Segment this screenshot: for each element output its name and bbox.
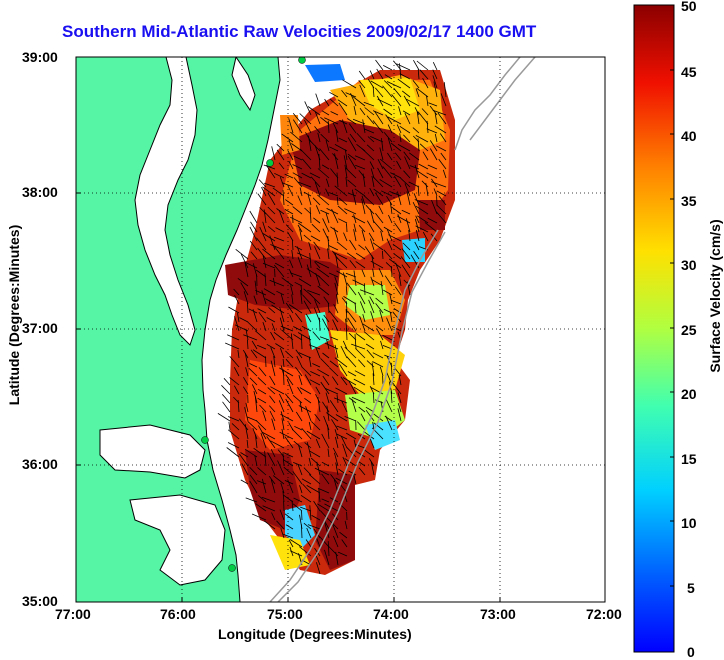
velocity-arrow: [359, 71, 365, 79]
colorbar: [634, 5, 674, 652]
velocity-arrow: [383, 65, 392, 70]
velocity-arrow: [218, 413, 230, 421]
velocity-arrow: [229, 422, 230, 430]
velocity-arrow: [236, 249, 248, 259]
velocity-arrow: [266, 356, 267, 367]
map-area: [76, 57, 605, 603]
velocity-arrow: [347, 223, 348, 232]
velocity-arrow: [376, 60, 384, 70]
velocity-arrow: [223, 402, 231, 412]
velocity-arrow: [222, 394, 230, 403]
velocity-arrow: [302, 511, 303, 520]
velocity-arrow: [221, 385, 230, 394]
velocity-arrow: [250, 211, 257, 223]
velocity-arrow: [224, 378, 230, 385]
velocity-arrow: [433, 62, 437, 70]
velocity-arrow: [316, 94, 320, 106]
